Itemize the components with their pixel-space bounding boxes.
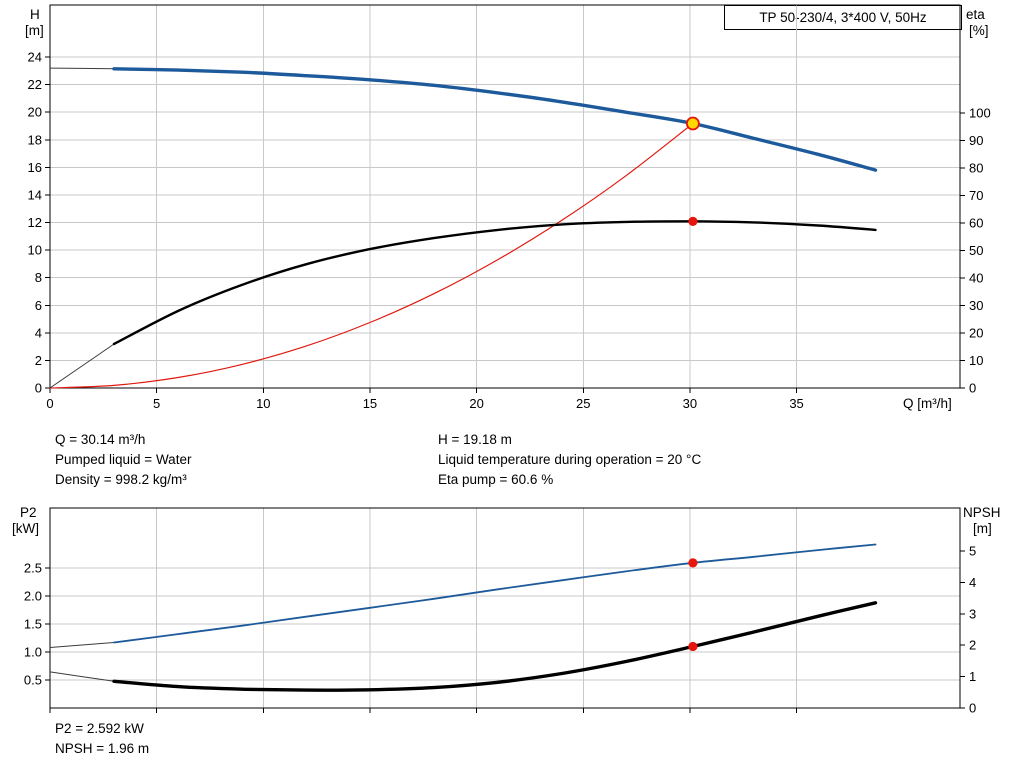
y-right-tick-label: 30 <box>969 298 983 313</box>
eta-curve <box>112 220 877 346</box>
y-left-tick-label: 10 <box>28 243 42 258</box>
p2-axis-unit: [kW] <box>12 521 39 536</box>
y-left-tick-label: 20 <box>28 105 42 120</box>
q-axis-label: Q [m³/h] <box>903 396 952 411</box>
y-right-tick-label: 70 <box>969 188 983 203</box>
y-left-tick-label: 1.5 <box>24 617 42 632</box>
duty-point-marker[interactable] <box>685 116 700 131</box>
x-tick-label: 35 <box>789 396 803 411</box>
x-tick-label: 20 <box>469 396 483 411</box>
x-tick-label: 15 <box>363 396 377 411</box>
y-right-tick-label: 0 <box>969 701 976 716</box>
tick-labels: 0.5 1.0 1.5 2.0 2.5 0 1 2 3 4 5 <box>24 544 976 716</box>
y-left-tick-label: 0.5 <box>24 673 42 688</box>
eta-axis-unit: [%] <box>969 23 989 38</box>
p2-npsh-chart: P2 [kW] NPSH [m] 0.5 1.0 1.5 2.0 2.5 0 1 2 3 4 5 <box>12 505 1001 716</box>
npsh-value: NPSH = 1.96 m <box>55 741 150 756</box>
y-left-tick-label: 2.0 <box>24 589 42 604</box>
duty-info-right: H = 19.18 m Liquid temperature during op… <box>438 430 701 490</box>
y-left-tick-label: 22 <box>28 77 42 92</box>
liquid-temperature-value: Liquid temperature during operation = 20… <box>438 452 702 467</box>
h-axis-label: H <box>30 7 40 22</box>
h-axis-unit: [m] <box>25 23 44 38</box>
y-left-tick-label: 2 <box>35 353 42 368</box>
system-curve <box>49 122 694 389</box>
x-tick-label: 30 <box>683 396 697 411</box>
y-right-tick-label: 80 <box>969 161 983 176</box>
y-right-tick-label: 5 <box>969 544 976 559</box>
hq-curve <box>112 67 878 172</box>
p2-axis-label: P2 <box>20 505 37 520</box>
plot-border <box>49 4 961 389</box>
duty-info-left: Q = 30.14 m³/h Pumped liquid = Water Den… <box>55 430 191 490</box>
p2-point-marker <box>688 558 698 568</box>
eta-axis-label: eta <box>966 7 985 22</box>
npsh-axis-label: NPSH <box>963 505 1001 520</box>
x-tick-label: 5 <box>153 396 160 411</box>
y-right-tick-label: 4 <box>969 575 976 590</box>
p2-curve-lead <box>49 642 115 648</box>
x-tick-label: 25 <box>576 396 590 411</box>
y-left-tick-label: 14 <box>28 187 42 202</box>
y-right-tick-label: 100 <box>969 106 991 121</box>
density-value: Density = 998.2 kg/m³ <box>55 472 187 487</box>
x-tick-label: 10 <box>256 396 270 411</box>
y-left-tick-label: 18 <box>28 132 42 147</box>
y-right-tick-label: 50 <box>969 243 983 258</box>
plot-border <box>49 507 961 709</box>
chart-title: TP 50-230/4, 3*400 V, 50Hz <box>759 10 927 25</box>
eta-point-marker <box>688 216 698 226</box>
npsh-axis-unit: [m] <box>973 521 992 536</box>
y-right-tick-label: 3 <box>969 606 976 621</box>
title-box <box>724 5 962 30</box>
y-right-tick-label: 20 <box>969 326 983 341</box>
y-left-tick-label: 1.0 <box>24 645 42 660</box>
y-left-tick-label: 24 <box>28 50 42 65</box>
pumped-liquid-value: Pumped liquid = Water <box>55 452 192 467</box>
y-left-tick-label: 6 <box>35 298 42 313</box>
grid <box>50 508 960 708</box>
npsh-point-marker <box>688 641 698 652</box>
p2-curve <box>113 543 877 644</box>
y-right-tick-label: 10 <box>969 353 983 368</box>
tick-labels: 0 5 10 15 20 25 30 3502468101214161820222401020… <box>28 50 991 411</box>
y-right-tick-label: 1 <box>969 669 976 684</box>
npsh-curve <box>112 601 878 692</box>
y-left-tick-label: 0 <box>35 381 42 396</box>
eta-pump-value: Eta pump = 60.6 % <box>438 472 554 487</box>
axis-ticks <box>45 56 965 393</box>
h-value: H = 19.18 m <box>438 432 512 447</box>
q-value: Q = 30.14 m³/h <box>55 432 146 447</box>
y-left-tick-label: 2.5 <box>24 561 42 576</box>
y-right-tick-label: 60 <box>969 216 983 231</box>
x-tick-label: 0 <box>46 396 53 411</box>
grid <box>50 5 960 388</box>
y-right-tick-label: 40 <box>969 271 983 286</box>
y-left-tick-label: 8 <box>35 270 42 285</box>
y-left-tick-label: 12 <box>28 215 42 230</box>
p2-value: P2 = 2.592 kW <box>55 721 144 736</box>
y-left-tick-label: 4 <box>35 325 42 340</box>
eta-curve-lead <box>49 343 115 389</box>
hq-eta-chart: H [m] eta [%] Q [m³/h] TP 50-230/4, 3*40… <box>25 4 991 411</box>
hq-curve-lead <box>49 67 115 70</box>
npsh-curve-lead <box>49 671 115 682</box>
y-right-tick-label: 90 <box>969 133 983 148</box>
result-info: P2 = 2.592 kW NPSH = 1.96 m <box>55 719 149 759</box>
y-right-tick-label: 2 <box>969 638 976 653</box>
axis-ticks <box>45 550 965 713</box>
y-left-tick-label: 16 <box>28 160 42 175</box>
y-right-tick-label: 0 <box>969 381 976 396</box>
